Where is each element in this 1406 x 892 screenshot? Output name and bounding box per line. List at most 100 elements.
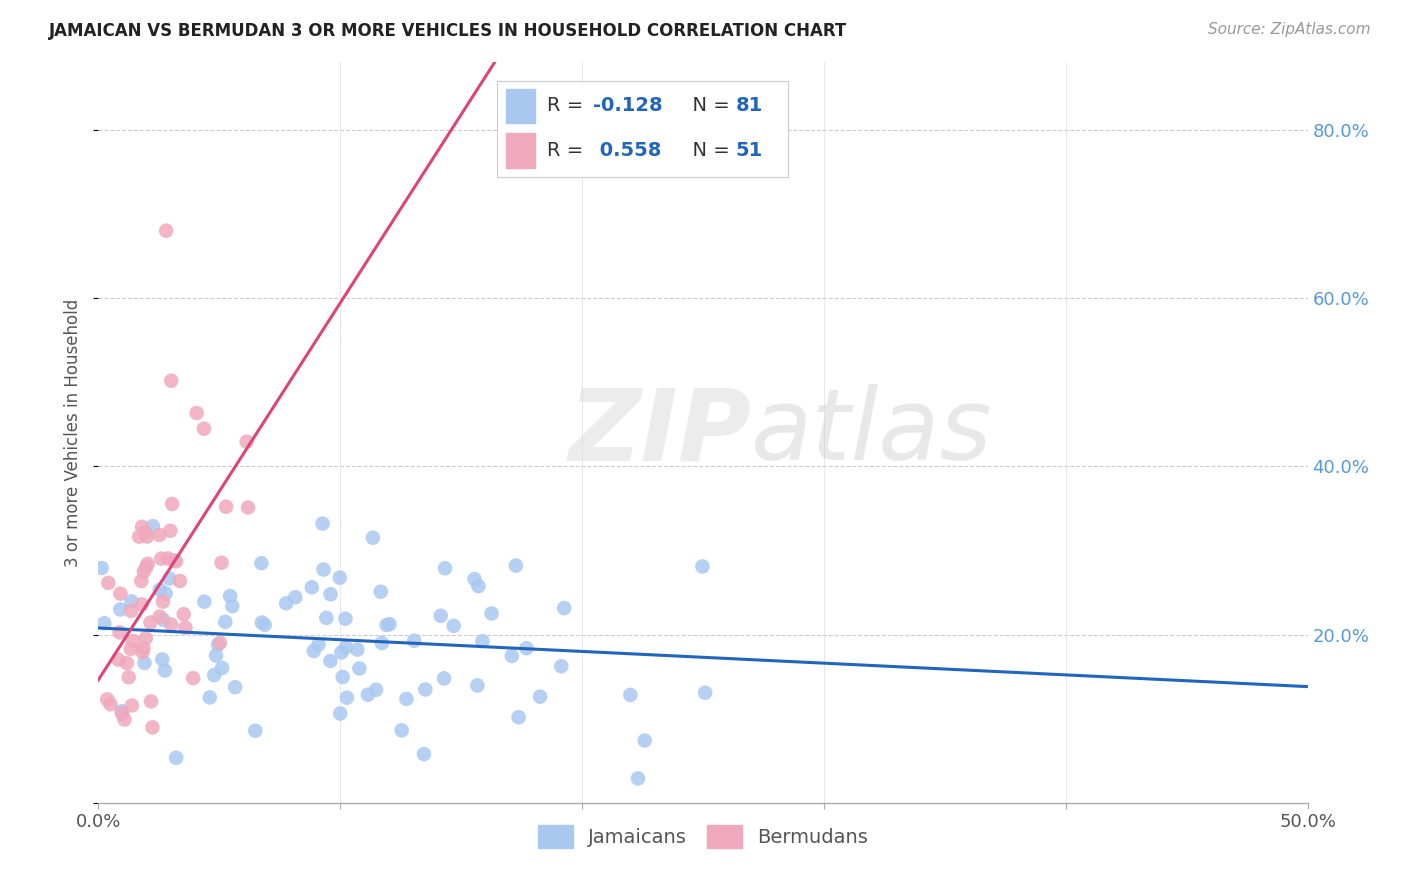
Point	[122, 634, 145, 648]
Point	[315, 611, 337, 625]
Y-axis label: 3 or more Vehicles in Household: 3 or more Vehicles in Household	[65, 299, 83, 566]
Point	[319, 587, 342, 601]
Point	[165, 750, 187, 764]
Point	[276, 596, 298, 610]
Legend: Jamaicans, Bermudans: Jamaicans, Bermudans	[530, 817, 876, 856]
Point	[413, 747, 436, 761]
Point	[550, 659, 572, 673]
Point	[307, 638, 329, 652]
Point	[364, 682, 387, 697]
Point	[415, 682, 437, 697]
Point	[553, 601, 575, 615]
Point	[90, 561, 112, 575]
Point	[467, 579, 489, 593]
Point	[253, 617, 276, 632]
Point	[336, 690, 359, 705]
Point	[169, 574, 191, 588]
Point	[312, 563, 335, 577]
Point	[284, 591, 307, 605]
Point	[332, 670, 354, 684]
Point	[202, 668, 225, 682]
Point	[198, 690, 221, 705]
Point	[329, 706, 352, 721]
Point	[357, 688, 380, 702]
Point	[118, 670, 141, 684]
Point	[319, 654, 342, 668]
Point	[207, 638, 229, 652]
Point	[481, 607, 503, 621]
Point	[443, 619, 465, 633]
Point	[311, 516, 333, 531]
Point	[211, 556, 233, 570]
Point	[236, 500, 259, 515]
Point	[131, 598, 153, 612]
Point	[186, 406, 208, 420]
Point	[250, 556, 273, 570]
Point	[131, 520, 153, 534]
Point	[148, 528, 170, 542]
Point	[107, 653, 129, 667]
Point	[131, 645, 153, 659]
Point	[250, 615, 273, 630]
Point	[516, 641, 538, 656]
Point	[152, 594, 174, 608]
Point	[165, 554, 187, 568]
Text: atlas: atlas	[751, 384, 993, 481]
Point	[136, 557, 159, 571]
Point	[156, 551, 179, 566]
Point	[301, 580, 323, 594]
Point	[115, 656, 138, 670]
Point	[215, 500, 238, 514]
Point	[114, 713, 136, 727]
Point	[335, 640, 357, 655]
Point	[93, 616, 115, 631]
Point	[245, 723, 267, 738]
Point	[149, 582, 172, 597]
Point	[371, 636, 394, 650]
Point	[108, 625, 131, 640]
Point	[152, 613, 174, 627]
Point	[160, 497, 183, 511]
Point	[110, 587, 132, 601]
Point	[157, 572, 180, 586]
Point	[429, 608, 451, 623]
Point	[132, 565, 155, 579]
Point	[97, 576, 120, 591]
Point	[160, 374, 183, 388]
Point	[208, 636, 231, 650]
Point	[111, 704, 134, 718]
Point	[529, 690, 551, 704]
Point	[181, 671, 204, 685]
Point	[619, 688, 641, 702]
Point	[505, 558, 527, 573]
Point	[132, 641, 155, 656]
Text: Source: ZipAtlas.com: Source: ZipAtlas.com	[1208, 22, 1371, 37]
Point	[149, 609, 172, 624]
Point	[193, 422, 215, 436]
Point	[235, 434, 257, 449]
Point	[160, 617, 183, 632]
Point	[375, 618, 398, 632]
Point	[329, 571, 352, 585]
Point	[100, 698, 122, 712]
Point	[224, 680, 246, 694]
Point	[501, 648, 523, 663]
Point	[153, 664, 176, 678]
Point	[695, 686, 717, 700]
Point	[205, 648, 228, 663]
Point	[111, 706, 134, 721]
Point	[508, 710, 530, 724]
Point	[211, 661, 233, 675]
Point	[131, 574, 153, 588]
Point	[163, 553, 186, 567]
Point	[193, 595, 215, 609]
Point	[433, 561, 456, 575]
Point	[335, 612, 357, 626]
Point	[378, 617, 401, 632]
Point	[627, 772, 650, 786]
Point	[121, 594, 143, 608]
Point	[135, 631, 157, 645]
Point	[349, 661, 371, 675]
Point	[128, 530, 150, 544]
Point	[214, 615, 236, 629]
